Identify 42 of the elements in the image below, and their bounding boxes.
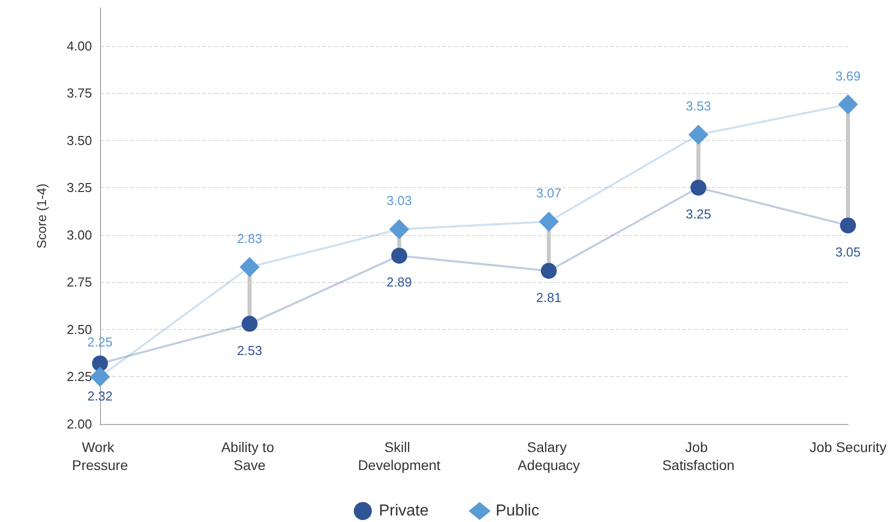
y-tick-label: 2.50 bbox=[66, 322, 92, 337]
point bbox=[240, 257, 260, 278]
y-tick-label: 2.00 bbox=[66, 416, 92, 432]
y-tick-label: 3.00 bbox=[66, 227, 92, 242]
x-tick-label: Job Satisfaction bbox=[662, 439, 735, 473]
x-tick-label: Salary Adequacy bbox=[518, 439, 580, 473]
point bbox=[690, 180, 706, 196]
data-label: 2.25 bbox=[87, 334, 113, 350]
point bbox=[242, 316, 258, 332]
point bbox=[840, 217, 856, 234]
y-axis-title: Score (1-4) bbox=[34, 183, 49, 249]
point bbox=[389, 219, 410, 240]
y-tick-label: 3.25 bbox=[66, 180, 92, 196]
data-label: 2.83 bbox=[236, 231, 262, 246]
point bbox=[90, 366, 110, 387]
legend-label: Private bbox=[378, 502, 429, 520]
x-tick-label: Ability to Save bbox=[221, 439, 278, 473]
point bbox=[838, 94, 858, 114]
data-label: 2.81 bbox=[536, 290, 562, 305]
data-label: 3.03 bbox=[386, 193, 412, 208]
point bbox=[688, 124, 708, 145]
data-label: 2.32 bbox=[87, 388, 113, 404]
x-tick-label: Skill Development bbox=[358, 439, 441, 473]
data-label: 3.07 bbox=[536, 186, 562, 201]
data-label: 3.25 bbox=[686, 206, 712, 222]
point bbox=[391, 248, 408, 264]
y-tick-label: 2.75 bbox=[66, 274, 92, 290]
y-tick-label: 3.75 bbox=[66, 86, 92, 101]
y-tick-label: 3.50 bbox=[66, 132, 92, 148]
data-label: 3.53 bbox=[686, 98, 712, 114]
point bbox=[92, 355, 108, 372]
y-tick-label: 4.00 bbox=[66, 38, 92, 54]
point bbox=[538, 212, 559, 232]
data-label: 3.05 bbox=[835, 244, 861, 260]
x-tick-label: Work Pressure bbox=[72, 439, 128, 473]
data-label: 3.69 bbox=[835, 68, 861, 84]
data-label: 2.89 bbox=[386, 274, 412, 290]
point bbox=[540, 262, 557, 279]
x-tick-label: Job Security bbox=[809, 439, 887, 455]
legend-label: Public bbox=[496, 502, 540, 520]
y-tick-label: 2.25 bbox=[66, 369, 92, 384]
data-label: 2.53 bbox=[236, 342, 262, 358]
